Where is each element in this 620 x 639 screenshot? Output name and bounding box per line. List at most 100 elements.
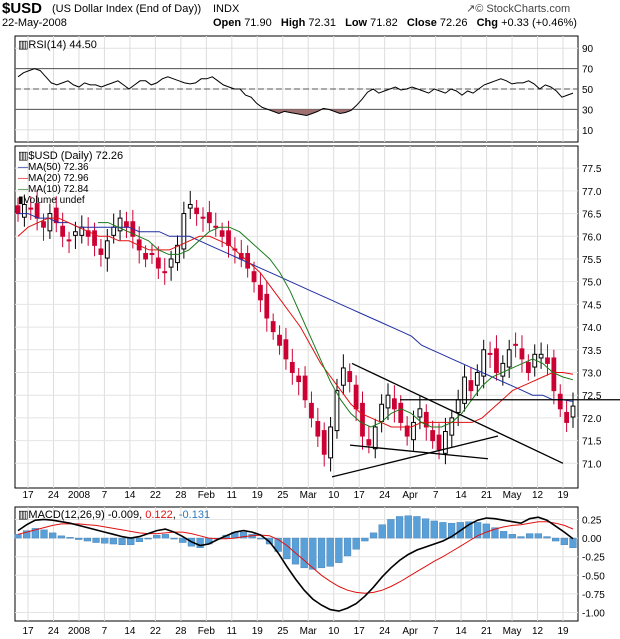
- macd-histogram-bar: [170, 537, 178, 540]
- candle-body: [66, 239, 72, 242]
- panel-menu-icon: ▥: [18, 150, 29, 162]
- panel-menu-icon: ▥: [18, 39, 29, 51]
- macd-histogram-bar: [491, 527, 499, 539]
- legend-ma10: —MA(10) 72.84: [18, 184, 89, 195]
- ticker-description: (US Dollar Index (End of Day)): [52, 3, 202, 15]
- macd-histogram-bar: [560, 537, 568, 545]
- macd-histogram-bar: [378, 524, 386, 539]
- price-tick-label: 74.5: [582, 300, 602, 311]
- price-tick-label: 77.5: [582, 164, 602, 175]
- x-tick-label: 11: [227, 490, 238, 501]
- candle-body: [277, 334, 282, 346]
- macd-histogram-bar: [343, 537, 352, 557]
- candle-body: [219, 230, 225, 237]
- candle-body: [525, 361, 531, 373]
- macd-histogram-bar: [361, 537, 369, 542]
- candle-body: [436, 434, 442, 451]
- macd-histogram-bar: [291, 537, 300, 565]
- candle-body: [187, 203, 193, 209]
- macd-histogram-bar: [317, 537, 326, 569]
- x-tick-label: 12: [532, 490, 544, 501]
- macd-title: ▥MACD(12,26,9) -0.009, 0.122, -0.131: [18, 509, 211, 521]
- candle-body: [366, 439, 372, 446]
- macd-histogram-bar: [161, 534, 170, 539]
- macd-histogram-bar: [118, 537, 126, 545]
- candle-body: [545, 357, 550, 364]
- macd-histogram-bar: [83, 537, 91, 542]
- macd-histogram-bar: [335, 537, 343, 563]
- x-tick-label: 7: [433, 490, 439, 501]
- macd-histogram-bar: [326, 537, 334, 567]
- x-tick-label: 17: [22, 490, 34, 501]
- macd-histogram-bar: [257, 537, 265, 540]
- price-tick-label: 71.5: [582, 437, 602, 448]
- candle-body: [21, 203, 27, 218]
- candle-body: [155, 257, 161, 269]
- candle-body: [474, 371, 480, 386]
- candle-body: [423, 411, 429, 428]
- price-tick-label: 76.0: [582, 232, 602, 243]
- x-tick-label: 28: [175, 626, 187, 637]
- x-tick-label: May: [503, 490, 522, 501]
- macd-histogram-bar: [274, 537, 282, 552]
- candle-body: [506, 349, 512, 368]
- macd-histogram-bar: [239, 531, 248, 539]
- macd-histogram-bar: [517, 536, 525, 539]
- candle-body: [449, 417, 455, 436]
- macd-tick-label: 0.00: [582, 534, 602, 545]
- candle-body: [468, 380, 474, 392]
- rsi-tick-label: 30: [582, 105, 594, 116]
- macd-histogram-bar: [196, 537, 204, 548]
- macd-histogram-bar: [395, 516, 404, 539]
- candle-body: [360, 402, 365, 437]
- macd-tick-label: -0.75: [582, 590, 605, 601]
- trendline: [331, 435, 499, 478]
- candle-body: [283, 339, 289, 360]
- candle-body: [411, 421, 416, 441]
- candle-body: [321, 430, 327, 455]
- candle-body: [443, 431, 448, 454]
- macd-tick-label: 0.25: [582, 515, 602, 526]
- candle-body: [206, 212, 212, 224]
- x-tick-label: 21: [481, 626, 493, 637]
- macd-histogram-bar: [135, 537, 144, 542]
- candle-body: [455, 399, 461, 413]
- x-tick-label: 10: [328, 626, 340, 637]
- x-tick-label: 24: [379, 490, 391, 501]
- macd-histogram-bar: [465, 521, 473, 539]
- macd-histogram-bar: [526, 533, 534, 539]
- price-tick-label: 76.5: [582, 210, 602, 221]
- rsi-tick-label: 50: [582, 85, 594, 96]
- candle-body: [124, 221, 129, 228]
- x-tick-label: 7: [102, 626, 108, 637]
- legend-ma20: —MA(20) 72.96: [18, 173, 89, 184]
- chart-date: 22-May-2008: [2, 17, 67, 29]
- panel-menu-icon: ▥: [18, 509, 29, 521]
- candle-body: [53, 207, 59, 224]
- macd-histogram-bar: [500, 531, 508, 539]
- macd-histogram-bar: [75, 537, 83, 540]
- candle-body: [92, 230, 97, 246]
- candle-body: [98, 248, 104, 255]
- x-tick-label: 2008: [68, 490, 91, 501]
- candle-body: [41, 221, 46, 228]
- macd-histogram-bar: [352, 537, 360, 550]
- macd-histogram-bar: [179, 537, 187, 543]
- x-tick-label: 19: [252, 626, 264, 637]
- candle-body: [289, 361, 295, 373]
- x-tick-label: 24: [379, 626, 391, 637]
- x-tick-label: Mar: [300, 490, 318, 501]
- macd-histogram-bar: [369, 532, 378, 539]
- candle-body: [213, 225, 219, 228]
- macd-histogram-bar: [534, 533, 542, 539]
- x-tick-label: Feb: [198, 490, 216, 501]
- candle-body: [379, 403, 385, 423]
- macd-histogram-bar: [508, 534, 516, 539]
- x-tick-label: 7: [102, 490, 108, 501]
- x-tick-label: 19: [252, 490, 264, 501]
- macd-histogram-bar: [387, 519, 395, 539]
- candle-body: [302, 375, 308, 401]
- candle-body: [28, 207, 34, 210]
- ma20-line: [17, 217, 574, 428]
- candle-body: [111, 226, 117, 236]
